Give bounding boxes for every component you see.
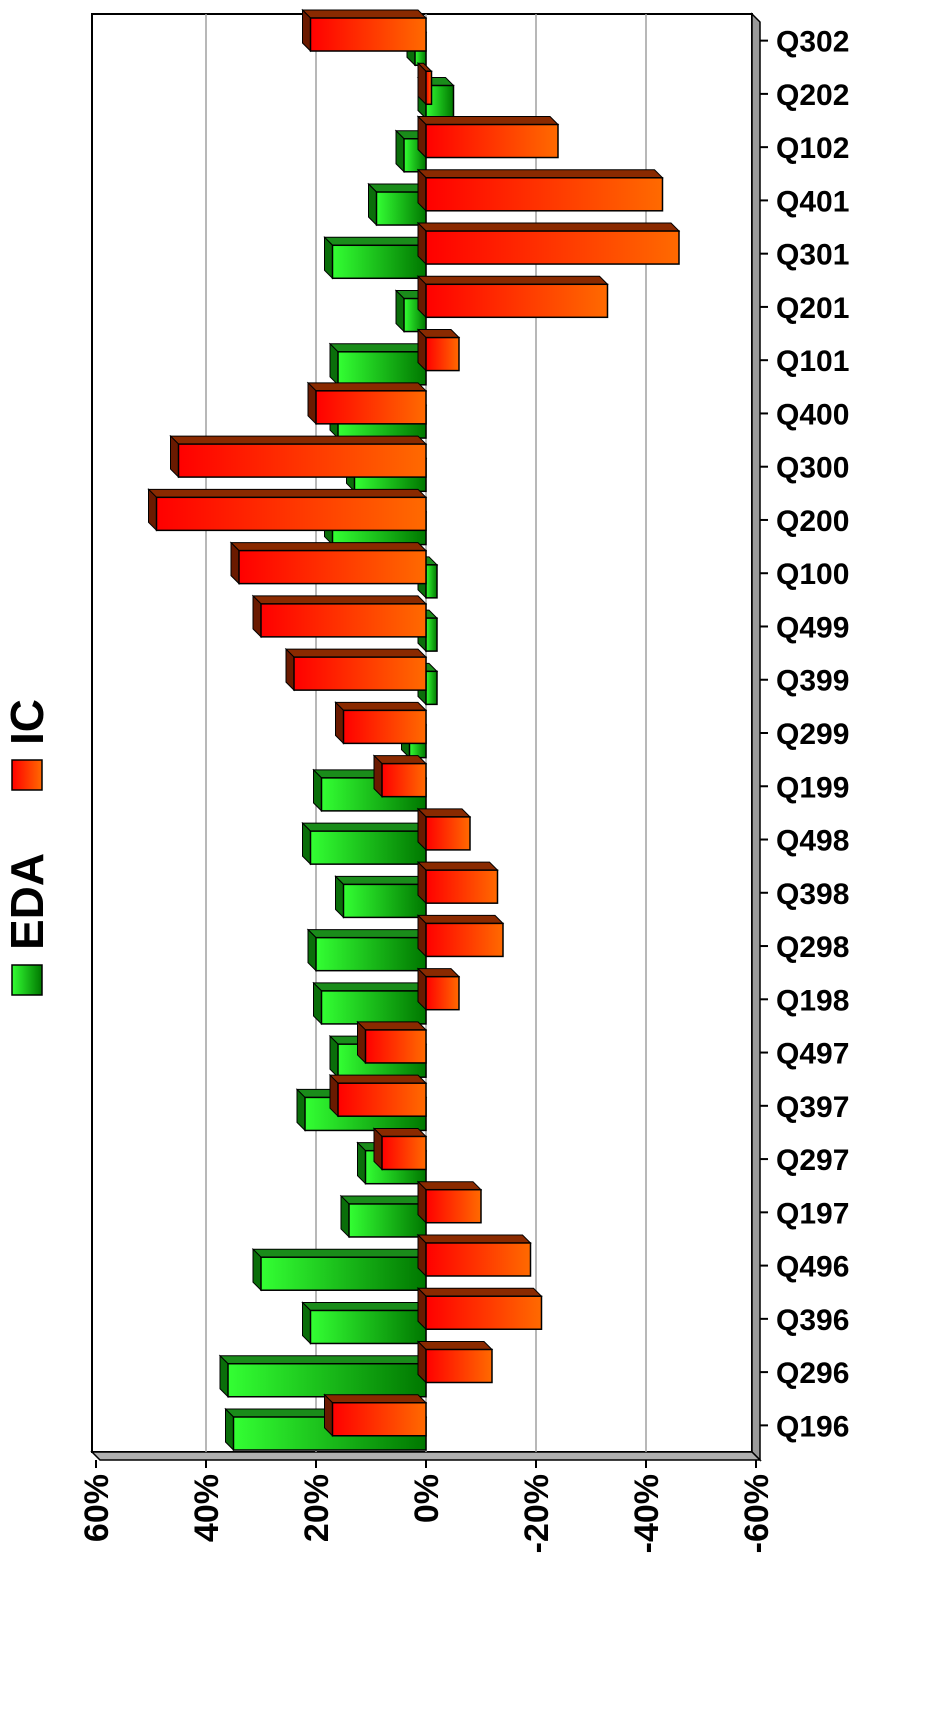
bar-eda-q197 — [339, 1194, 428, 1239]
category-labels: Q196 Q296 Q396 Q496 Q197 Q297 Q397 Q497 Q198 Q298… — [760, 26, 849, 1443]
legend-swatch-ic — [11, 759, 43, 791]
category-label: Q499 — [776, 611, 849, 644]
bar-ic-q397 — [328, 1073, 428, 1118]
x-tick-label: -20% — [518, 1474, 556, 1553]
bar-ic-q302 — [301, 8, 428, 53]
bar-ic-q101 — [416, 328, 461, 372]
category-label: Q196 — [776, 1410, 849, 1443]
bar-ic-q298 — [416, 914, 505, 958]
category-label: Q396 — [776, 1304, 849, 1337]
legend-label-ic: IC — [1, 699, 53, 745]
category-label: Q100 — [776, 558, 849, 591]
category-label: Q400 — [776, 398, 849, 431]
bar-eda-q496 — [251, 1247, 428, 1292]
bar-ic-q199 — [372, 754, 428, 798]
category-label: Q399 — [776, 665, 849, 698]
bar-ic-q398 — [416, 860, 499, 905]
bar-ic-q498 — [416, 807, 472, 852]
bar-eda-q298 — [306, 928, 428, 972]
category-label: Q201 — [776, 292, 849, 325]
x-tick-label: 0% — [408, 1474, 446, 1523]
bar-ic-q297 — [372, 1127, 428, 1171]
category-label: Q299 — [776, 718, 849, 751]
category-label: Q202 — [776, 79, 849, 112]
bar-eda-q301 — [323, 236, 428, 280]
x-tick-label: 20% — [298, 1474, 336, 1542]
category-label: Q102 — [776, 132, 849, 165]
bar-eda-q401 — [367, 182, 428, 227]
bar-ic-q300 — [169, 434, 428, 479]
bar-ic-q102 — [416, 115, 560, 159]
bar-eda-q198 — [312, 981, 428, 1026]
category-label: Q497 — [776, 1038, 849, 1071]
category-label: Q496 — [776, 1251, 849, 1284]
category-label: Q302 — [776, 26, 849, 59]
x-tick-label: -60% — [738, 1474, 776, 1553]
bar-eda-q296 — [218, 1354, 428, 1398]
category-label: Q398 — [776, 878, 849, 911]
bar-ic-q396 — [416, 1287, 543, 1331]
category-label: Q101 — [776, 345, 849, 378]
bar-ic-q100 — [229, 541, 428, 585]
category-label: Q498 — [776, 825, 849, 858]
category-label: Q197 — [776, 1197, 849, 1230]
x-tick-label: 40% — [188, 1474, 226, 1542]
bar-ic-q296 — [416, 1340, 494, 1384]
bar-eda-q201 — [394, 289, 428, 333]
category-label: Q397 — [776, 1091, 849, 1124]
legend-label-eda: EDA — [1, 853, 53, 950]
x-axis-ticks: 60% 40% 20% 0% -20% -40% -60% — [78, 1460, 776, 1553]
bar-ic-q496 — [416, 1233, 532, 1278]
bars — [147, 8, 681, 1452]
category-label: Q300 — [776, 452, 849, 485]
bar-ic-q400 — [306, 381, 428, 426]
bar-ic-q399 — [284, 647, 428, 692]
bar-ic-q200 — [147, 488, 428, 532]
legend: EDA IC — [1, 699, 53, 996]
x-tick-label: -40% — [628, 1474, 666, 1553]
category-label: Q297 — [776, 1144, 849, 1177]
bar-ic-q401 — [416, 168, 664, 213]
bar-ic-q197 — [416, 1180, 483, 1224]
bar-eda-q398 — [334, 875, 428, 919]
bar-ic-q497 — [356, 1020, 428, 1065]
x-tick-label: 60% — [78, 1474, 116, 1542]
legend-swatch-eda — [11, 964, 43, 996]
bar-ic-q201 — [416, 275, 609, 319]
category-label: Q296 — [776, 1357, 849, 1390]
bar-ic-q198 — [416, 967, 461, 1011]
bar-ic-q196 — [323, 1393, 428, 1437]
bar-eda-q101 — [328, 342, 428, 387]
bar-ic-q499 — [251, 594, 428, 639]
category-label: Q200 — [776, 505, 849, 538]
category-label: Q199 — [776, 771, 849, 804]
bar-ic-q202 — [416, 62, 433, 106]
bar-eda-q498 — [301, 821, 428, 866]
bar-ic-q301 — [416, 221, 681, 266]
category-label: Q198 — [776, 984, 849, 1017]
category-label: Q298 — [776, 931, 849, 964]
bar-ic-q299 — [334, 701, 428, 745]
category-label: Q401 — [776, 185, 849, 218]
bar-eda-q396 — [301, 1301, 428, 1345]
category-label: Q301 — [776, 239, 849, 272]
